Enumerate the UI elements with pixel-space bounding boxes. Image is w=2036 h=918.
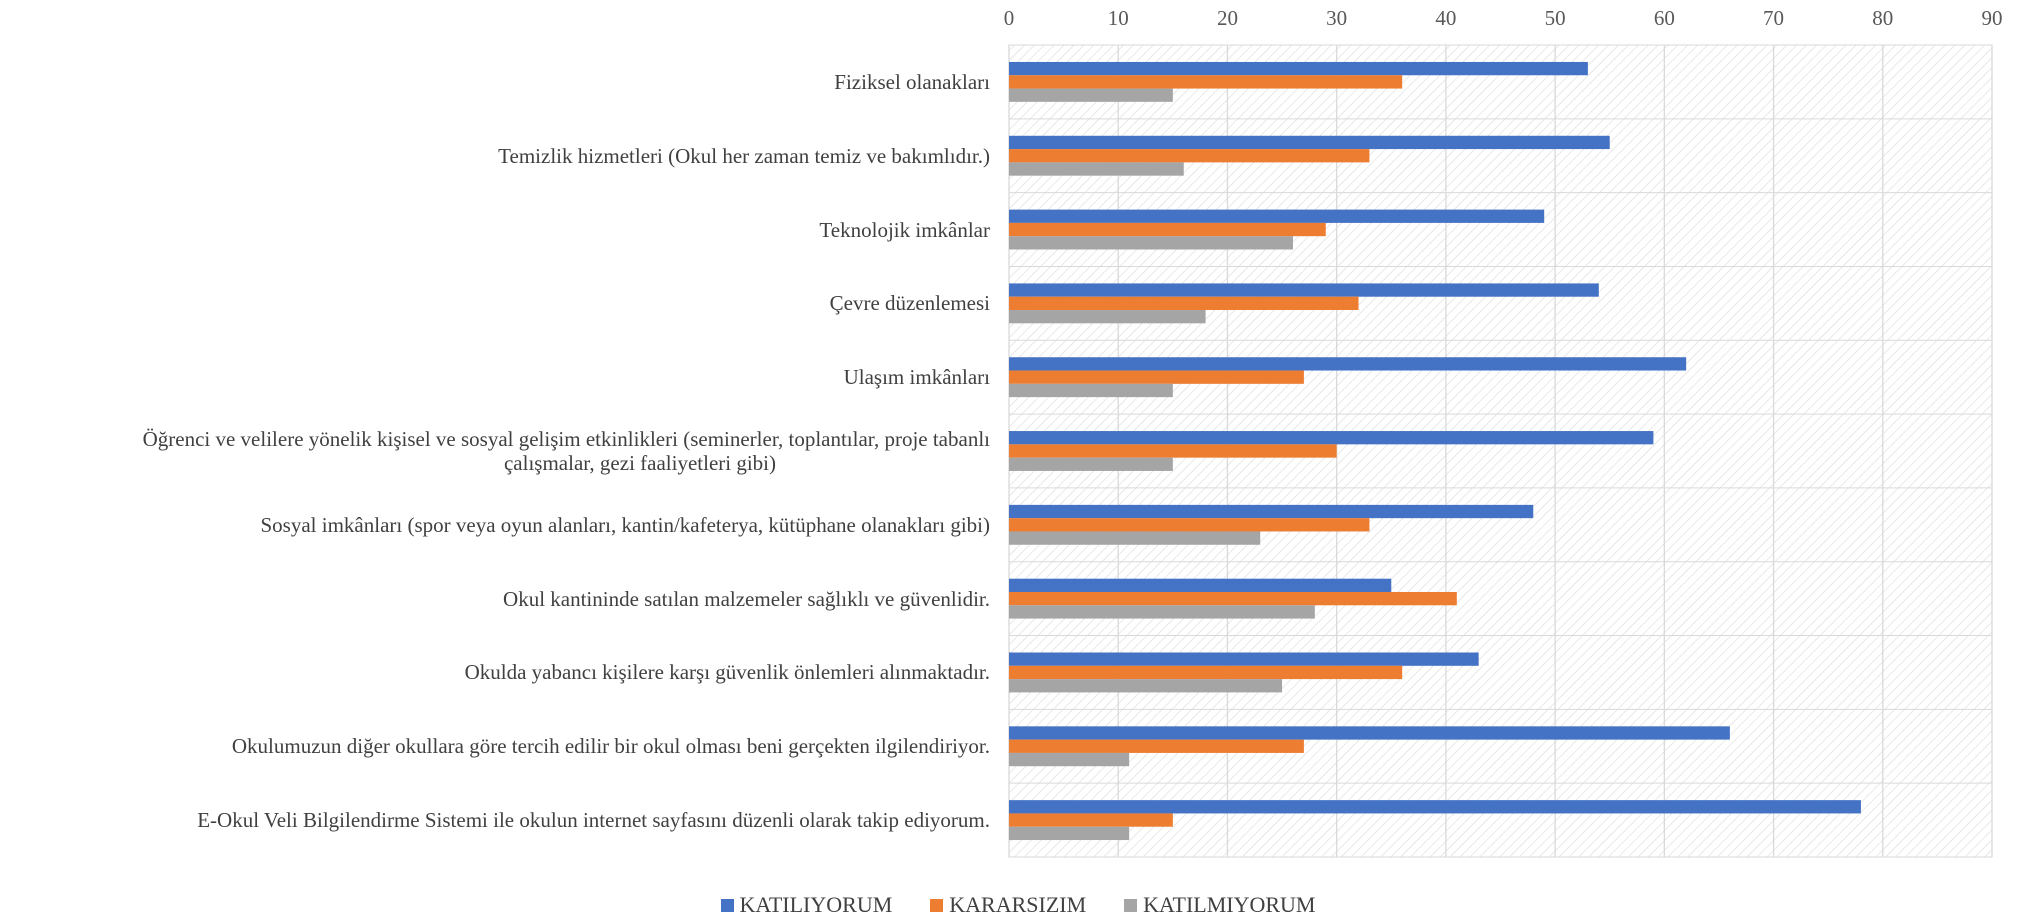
x-tick-label: 60	[1654, 6, 1675, 30]
bar-katiliyorum-6	[1009, 504, 1534, 519]
bar-katiliyorum-0	[1009, 61, 1588, 76]
bar-katilmiyorum-9	[1009, 752, 1130, 767]
x-tick-label: 20	[1217, 6, 1238, 30]
bar-katilmiyorum-8	[1009, 679, 1283, 693]
bar-kararsizim-4	[1009, 370, 1304, 384]
bar-katilmiyorum-0	[1009, 88, 1173, 102]
category-label-line: Okulumuzun diğer okullara göre tercih ed…	[231, 734, 990, 759]
x-tick-label: 30	[1326, 6, 1347, 30]
bar-kararsizim-5	[1009, 444, 1337, 458]
bar-katiliyorum-9	[1009, 726, 1730, 740]
legend-label-katiliyorum: KATILIYORUM	[739, 892, 893, 917]
legend-swatch-kararsizim	[930, 898, 944, 912]
bar-katilmiyorum-4	[1009, 383, 1173, 398]
bar-katiliyorum-2	[1009, 209, 1545, 223]
bar-katiliyorum-10	[1009, 800, 1861, 814]
bar-katilmiyorum-7	[1009, 605, 1315, 619]
legend-label-katilmiyorum: KATILMIYORUM	[1143, 892, 1316, 917]
legend-item-katiliyorum: KATILIYORUM	[720, 892, 893, 918]
bar-kararsizim-8	[1009, 665, 1403, 680]
category-label-line: Öğrenci ve velilere yönelik kişisel ve s…	[142, 427, 990, 451]
bar-kararsizim-3	[1009, 296, 1359, 311]
category-label-line: Ulaşım imkânları	[843, 365, 990, 390]
category-label: Okulda yabancı kişilere karşı güvenlik ö…	[0, 660, 990, 684]
category-label: Ulaşım imkânları	[0, 365, 990, 389]
category-label: Sosyal imkânları (spor veya oyun alanlar…	[0, 513, 990, 537]
category-label-line: çalışmalar, gezi faaliyetleri gibi)	[503, 451, 777, 475]
category-label-line: Temizlik hizmetleri (Okul her zaman temi…	[498, 143, 990, 168]
category-label-line: Sosyal imkânları (spor veya oyun alanlar…	[260, 512, 990, 537]
x-tick-label: 80	[1872, 6, 1893, 30]
bar-katiliyorum-7	[1009, 578, 1392, 592]
legend-item-katilmiyorum: KATILMIYORUM	[1124, 892, 1316, 918]
x-tick-label: 10	[1108, 6, 1129, 30]
bar-kararsizim-10	[1009, 813, 1173, 827]
x-tick-label: 0	[1004, 6, 1015, 30]
bar-katilmiyorum-1	[1009, 162, 1184, 176]
bars	[1009, 61, 1861, 841]
bar-katilmiyorum-10	[1009, 826, 1130, 841]
legend: KATILIYORUM KARARSIZIM KATILMIYORUM	[0, 892, 2036, 918]
legend-label-kararsizim: KARARSIZIM	[949, 892, 1087, 917]
category-label: Temizlik hizmetleri (Okul her zaman temi…	[0, 144, 990, 168]
legend-item-kararsizim: KARARSIZIM	[930, 892, 1086, 918]
bar-kararsizim-6	[1009, 518, 1370, 532]
bar-kararsizim-0	[1009, 75, 1403, 89]
x-axis-ticks: 0 10 20 30 40 50 60 70 80 90	[1004, 6, 2003, 30]
x-tick-label: 50	[1545, 6, 1566, 30]
category-label-line: E-Okul Veli Bilgilendirme Sistemi ile ok…	[197, 808, 990, 833]
category-label-line: Teknolojik imkânlar	[819, 217, 990, 242]
legend-swatch-katilmiyorum	[1124, 898, 1138, 912]
category-label-line: Fiziksel olanakları	[834, 69, 990, 94]
legend-swatch-katiliyorum	[720, 898, 734, 912]
bar-katiliyorum-1	[1009, 135, 1610, 150]
bar-kararsizim-9	[1009, 739, 1304, 753]
bar-katilmiyorum-3	[1009, 310, 1206, 324]
bar-kararsizim-1	[1009, 149, 1370, 163]
bar-katiliyorum-5	[1009, 431, 1654, 445]
bar-katilmiyorum-2	[1009, 236, 1293, 250]
x-tick-label: 90	[1982, 6, 2003, 30]
bar-katilmiyorum-6	[1009, 531, 1261, 545]
category-label: Okul kantininde satılan malzemeler sağlı…	[0, 587, 990, 611]
bar-katiliyorum-3	[1009, 283, 1599, 297]
bar-kararsizim-2	[1009, 222, 1326, 237]
category-label: Öğrenci ve velilere yönelik kişisel ve s…	[0, 427, 990, 475]
bar-katiliyorum-8	[1009, 652, 1479, 666]
category-label: Teknolojik imkânlar	[0, 218, 990, 242]
bar-kararsizim-7	[1009, 591, 1457, 606]
category-label: Fiziksel olanakları	[0, 70, 990, 94]
category-label-line: Çevre düzenlemesi	[829, 291, 990, 316]
category-label-line: Okul kantininde satılan malzemeler sağlı…	[503, 586, 990, 611]
x-tick-label: 70	[1763, 6, 1784, 30]
bar-katiliyorum-4	[1009, 357, 1687, 371]
category-label: Okulumuzun diğer okullara göre tercih ed…	[0, 734, 990, 758]
x-tick-label: 40	[1435, 6, 1456, 30]
category-label: Çevre düzenlemesi	[0, 291, 990, 315]
bar-katilmiyorum-5	[1009, 457, 1173, 471]
category-label: E-Okul Veli Bilgilendirme Sistemi ile ok…	[0, 808, 990, 832]
category-label-line: Okulda yabancı kişilere karşı güvenlik ö…	[464, 660, 990, 685]
